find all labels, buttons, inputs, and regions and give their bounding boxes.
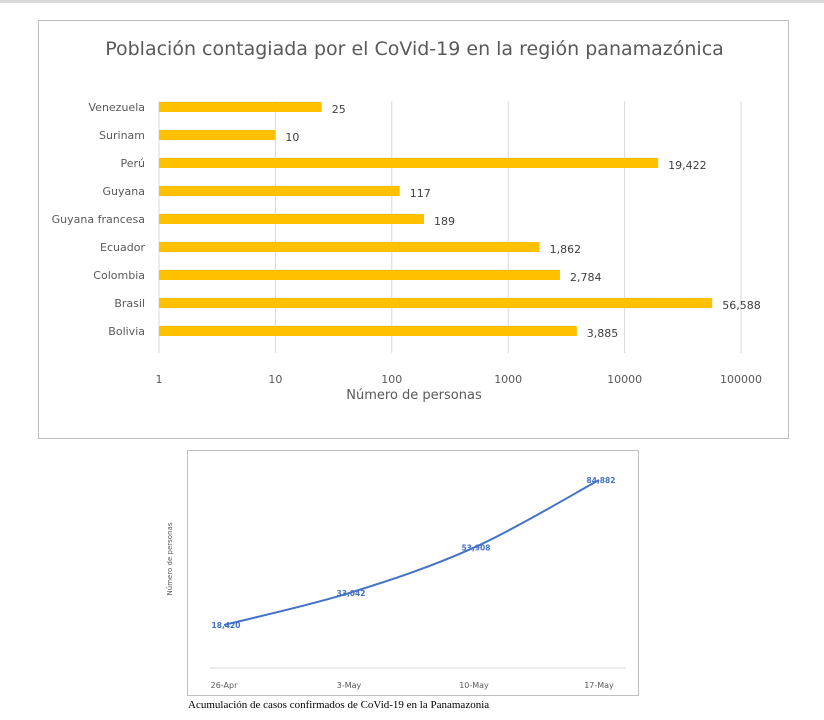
data-label: 84,882 — [587, 476, 616, 485]
data-label: 10 — [285, 131, 299, 144]
category-label: Bolivia — [108, 325, 145, 338]
category-label: Surinam — [99, 129, 145, 142]
x-tick-label: 10 — [268, 373, 282, 386]
data-label: 53,908 — [462, 544, 491, 553]
data-label: 18,420 — [212, 621, 241, 630]
line-chart-frame: 26-Apr 3-May 10-May 17-May 18,420 33,042 53,90… — [187, 450, 639, 696]
figure-caption: Acumulación de casos confirmados de CoVi… — [188, 699, 490, 711]
data-label: 2,784 — [570, 271, 602, 284]
series-line — [223, 479, 600, 626]
bar — [159, 298, 713, 308]
data-label: 1,862 — [550, 243, 582, 256]
category-label: Ecuador — [100, 241, 145, 254]
bar — [159, 102, 322, 112]
data-label: 25 — [332, 103, 346, 116]
bar — [159, 270, 560, 280]
data-label: 19,422 — [668, 159, 707, 172]
page-top-border — [0, 0, 824, 3]
bar-chart-title: Población contagiada por el CoVid-19 en … — [105, 38, 724, 60]
x-tick-label: 10000 — [607, 373, 642, 386]
bar — [159, 186, 400, 196]
x-tick-label: 26-Apr — [211, 681, 238, 690]
x-tick-label: 100 — [381, 373, 402, 386]
category-label: Brasil — [114, 297, 145, 310]
x-tick-label: 100000 — [720, 373, 762, 386]
category-label: Colombia — [93, 269, 145, 282]
line-chart-y-axis-label: Número de personas — [166, 522, 174, 596]
bar — [159, 214, 424, 224]
category-label: Guyana — [103, 185, 145, 198]
data-label: 3,885 — [587, 327, 619, 340]
x-tick-label: 17-May — [584, 681, 614, 690]
data-label: 117 — [410, 187, 431, 200]
bar-chart-plot: 1 10 100 1000 10000 100000 Número de personas V… — [52, 101, 762, 403]
data-label: 189 — [434, 215, 455, 228]
x-tick-label: 10-May — [459, 681, 489, 690]
bar — [159, 242, 540, 252]
category-label: Perú — [120, 157, 145, 170]
bar-chart-frame: Población contagiada por el CoVid-19 en … — [38, 20, 789, 439]
data-label: 56,588 — [722, 299, 761, 312]
category-label: Guyana francesa — [52, 213, 145, 226]
x-axis-label: Número de personas — [346, 388, 482, 403]
bar — [159, 326, 577, 336]
category-label: Venezuela — [89, 101, 146, 114]
bar — [159, 130, 276, 140]
x-tick-label: 1 — [156, 373, 163, 386]
x-tick-label: 1000 — [494, 373, 522, 386]
line-chart-plot: 26-Apr 3-May 10-May 17-May 18,420 33,042 53,90… — [210, 476, 626, 690]
x-tick-label: 3-May — [337, 681, 362, 690]
bar — [159, 158, 659, 168]
data-label: 33,042 — [337, 589, 366, 598]
